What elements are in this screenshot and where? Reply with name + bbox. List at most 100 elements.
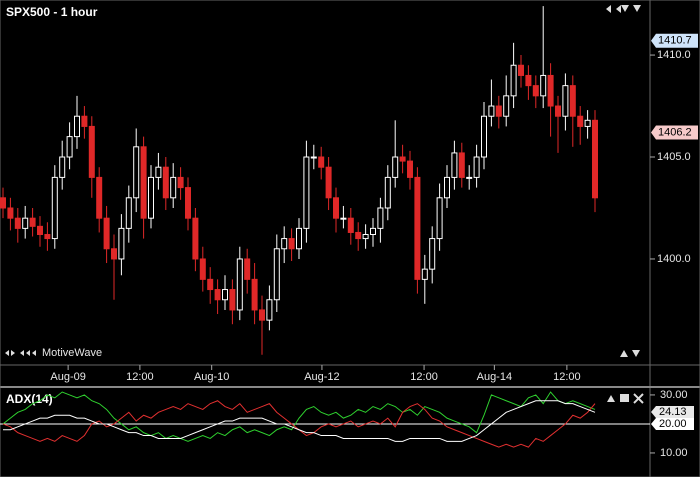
candle-body <box>96 176 103 219</box>
value-marker-label: 24.13 <box>659 406 687 418</box>
x-tick-label: Aug-09 <box>50 371 85 383</box>
x-tick-label: Aug-14 <box>477 371 512 383</box>
candle-body <box>66 136 73 158</box>
candle-body <box>436 197 443 240</box>
candle-body <box>259 309 265 321</box>
candle-body <box>562 85 569 117</box>
candle-body <box>444 176 450 199</box>
candle-body <box>318 156 325 168</box>
price-marker <box>651 33 698 48</box>
candle-body <box>118 227 125 260</box>
candle-body <box>207 278 214 291</box>
candle-body <box>377 207 384 229</box>
arrow-icon[interactable] <box>606 5 621 13</box>
y-tick-label: 30.00 <box>660 389 688 401</box>
candle-body <box>222 289 228 301</box>
candle-body <box>140 146 147 219</box>
candle-body <box>59 156 66 178</box>
candle-body <box>540 74 547 97</box>
candle-body <box>466 176 473 179</box>
candle-body <box>199 258 206 280</box>
candle-body <box>473 156 480 178</box>
close-icon[interactable] <box>633 393 644 404</box>
candle-body <box>177 176 184 189</box>
x-tick-label: 12:00 <box>553 371 581 383</box>
price-marker-label: 1410.7 <box>658 35 692 47</box>
candle-body <box>421 268 428 280</box>
candle-body <box>37 225 43 235</box>
candle-body <box>355 231 362 240</box>
candle-body <box>111 248 117 260</box>
candle-body <box>155 166 162 178</box>
candle-body <box>288 238 295 250</box>
chart-title: SPX500 - 1 hour <box>6 5 98 19</box>
candle-body <box>214 289 221 301</box>
candle-body <box>577 115 584 127</box>
candle-body <box>325 166 332 199</box>
candle-body <box>303 156 310 229</box>
arrow-icon[interactable] <box>607 395 615 402</box>
candle-body <box>29 217 36 227</box>
candle-body <box>7 207 14 219</box>
candle-body <box>44 233 51 240</box>
candle-body <box>273 248 280 301</box>
level-marker-label: 20.00 <box>659 418 687 430</box>
value-marker <box>651 405 694 418</box>
indicator-line <box>2 391 596 442</box>
candle-body <box>488 105 495 117</box>
candle-body <box>525 74 532 87</box>
scroll-icon[interactable] <box>5 350 36 356</box>
candle-body <box>133 146 140 199</box>
candle-body <box>481 115 487 158</box>
candle-body <box>192 217 199 260</box>
arrow-icon[interactable] <box>621 5 641 12</box>
candle-body <box>347 217 354 233</box>
restore-icon[interactable] <box>620 394 629 402</box>
candle-body <box>429 238 436 270</box>
y-tick-label: 10.00 <box>660 447 688 459</box>
candle-body <box>451 152 458 178</box>
candle-body <box>229 289 236 311</box>
arrow-icon[interactable] <box>620 350 640 357</box>
candle-body <box>333 197 339 219</box>
candle-body <box>569 85 576 117</box>
candle-body <box>592 119 598 199</box>
candle-body <box>407 160 413 178</box>
candle-body <box>547 74 554 107</box>
candle-body <box>74 115 80 138</box>
x-tick-label: Aug-12 <box>304 371 339 383</box>
y-tick-label: 1410.0 <box>657 49 691 61</box>
candle-body <box>236 258 243 311</box>
candle-body <box>518 64 524 76</box>
indicator-line <box>3 400 596 442</box>
candle-body <box>22 217 29 229</box>
indicator-title: ADX(14) <box>6 392 53 406</box>
candle-body <box>555 105 561 117</box>
y-tick-label: 1405.0 <box>657 151 691 163</box>
y-tick-label: 1400.0 <box>657 253 691 265</box>
price-marker <box>651 125 698 140</box>
x-tick-label: 12:00 <box>126 371 154 383</box>
candle-body <box>125 197 132 229</box>
candle-body <box>458 152 465 178</box>
candle-body <box>340 217 347 220</box>
candle-body <box>584 119 591 127</box>
candle-body <box>88 125 95 178</box>
watermark: MotiveWave <box>42 347 102 359</box>
candle-body <box>310 156 317 159</box>
candle-body <box>362 233 369 240</box>
nav-icons[interactable] <box>5 5 644 404</box>
candle-body <box>51 176 58 240</box>
candle-body <box>392 156 399 178</box>
x-tick-label: Aug-10 <box>194 371 229 383</box>
candle-body <box>185 187 191 219</box>
candle-body <box>296 227 302 250</box>
candle-body <box>0 197 6 209</box>
candle-body <box>251 278 258 311</box>
candle-body <box>370 227 376 235</box>
candle-body <box>162 166 169 199</box>
candle-body <box>266 299 273 321</box>
level-marker <box>651 417 694 430</box>
